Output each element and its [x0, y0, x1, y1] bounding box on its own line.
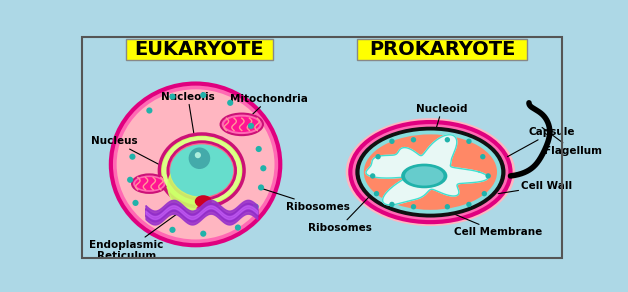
- Ellipse shape: [162, 137, 241, 204]
- Ellipse shape: [389, 202, 394, 207]
- Ellipse shape: [170, 144, 233, 197]
- Ellipse shape: [252, 204, 259, 210]
- Ellipse shape: [256, 146, 262, 152]
- Text: Capsule: Capsule: [507, 127, 575, 157]
- Ellipse shape: [133, 200, 139, 206]
- Ellipse shape: [160, 134, 244, 207]
- Ellipse shape: [401, 164, 447, 188]
- Ellipse shape: [405, 166, 443, 186]
- Ellipse shape: [260, 165, 266, 171]
- Text: Cell Membrane: Cell Membrane: [450, 212, 542, 237]
- Ellipse shape: [170, 227, 176, 233]
- Ellipse shape: [376, 154, 381, 159]
- Ellipse shape: [220, 114, 263, 135]
- Ellipse shape: [200, 92, 207, 98]
- Text: PROKARYOTE: PROKARYOTE: [369, 40, 515, 59]
- Ellipse shape: [111, 84, 280, 245]
- Ellipse shape: [485, 173, 491, 179]
- FancyBboxPatch shape: [357, 39, 527, 60]
- Ellipse shape: [445, 137, 450, 142]
- Ellipse shape: [374, 191, 379, 196]
- Ellipse shape: [411, 204, 416, 209]
- Text: Nucleus: Nucleus: [92, 136, 166, 168]
- Ellipse shape: [258, 185, 264, 191]
- FancyBboxPatch shape: [126, 39, 273, 60]
- Ellipse shape: [364, 134, 497, 210]
- Text: Flagellum: Flagellum: [542, 127, 602, 156]
- Ellipse shape: [235, 225, 241, 231]
- Ellipse shape: [117, 89, 274, 239]
- Ellipse shape: [188, 147, 210, 169]
- Text: Nucleolis: Nucleolis: [161, 92, 215, 158]
- Text: Cell Wall: Cell Wall: [498, 181, 572, 194]
- Ellipse shape: [360, 131, 501, 214]
- Ellipse shape: [135, 177, 164, 190]
- Ellipse shape: [480, 154, 485, 159]
- Ellipse shape: [127, 177, 133, 183]
- Ellipse shape: [170, 93, 176, 100]
- Ellipse shape: [445, 204, 450, 209]
- Ellipse shape: [346, 118, 515, 226]
- Ellipse shape: [195, 152, 201, 158]
- Text: Ribosomes: Ribosomes: [259, 187, 350, 212]
- Text: Ribosomes: Ribosomes: [308, 187, 378, 232]
- Ellipse shape: [146, 107, 153, 114]
- Text: Mitochondria: Mitochondria: [230, 94, 308, 126]
- Ellipse shape: [200, 231, 207, 237]
- Ellipse shape: [358, 129, 503, 215]
- Polygon shape: [168, 158, 202, 214]
- Ellipse shape: [224, 117, 259, 132]
- Ellipse shape: [227, 100, 233, 106]
- Text: EUKARYOTE: EUKARYOTE: [134, 40, 264, 59]
- Text: Endoplasmic
Reticulum: Endoplasmic Reticulum: [89, 214, 176, 261]
- Ellipse shape: [195, 195, 212, 208]
- Ellipse shape: [129, 154, 136, 160]
- Ellipse shape: [482, 191, 487, 196]
- Ellipse shape: [411, 137, 416, 142]
- Ellipse shape: [248, 123, 254, 129]
- Ellipse shape: [466, 139, 472, 144]
- Ellipse shape: [466, 202, 472, 207]
- Polygon shape: [366, 135, 488, 205]
- Ellipse shape: [389, 139, 394, 144]
- Ellipse shape: [370, 173, 376, 179]
- Ellipse shape: [168, 142, 236, 199]
- Ellipse shape: [355, 127, 506, 218]
- Ellipse shape: [350, 122, 511, 222]
- Ellipse shape: [132, 174, 166, 193]
- Text: Nucleoid: Nucleoid: [416, 104, 468, 161]
